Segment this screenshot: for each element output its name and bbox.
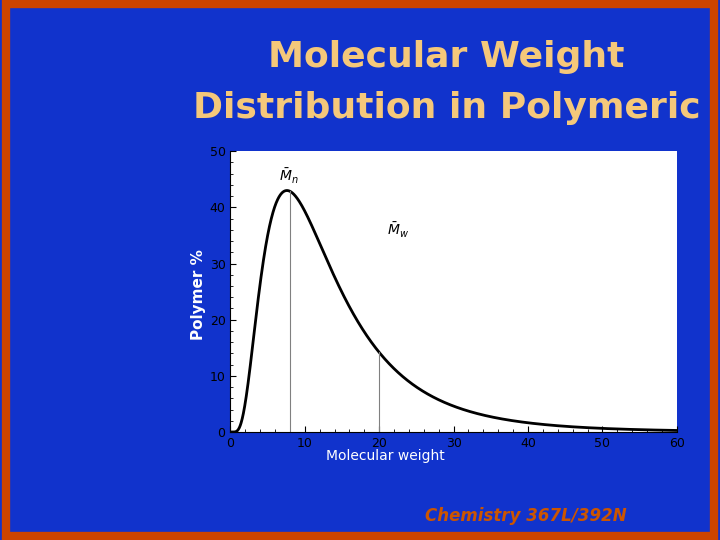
Text: Distribution in Polymeric: Distribution in Polymeric bbox=[192, 91, 701, 125]
Text: $\bar{M}_w$: $\bar{M}_w$ bbox=[387, 221, 409, 240]
Text: Chemistry 367L/392N: Chemistry 367L/392N bbox=[425, 507, 626, 525]
Text: Molecular weight: Molecular weight bbox=[326, 449, 444, 463]
Text: Molecular Weight: Molecular Weight bbox=[268, 40, 625, 73]
Text: Polymer %: Polymer % bbox=[191, 249, 205, 340]
Text: $\bar{M}_n$: $\bar{M}_n$ bbox=[279, 167, 298, 186]
